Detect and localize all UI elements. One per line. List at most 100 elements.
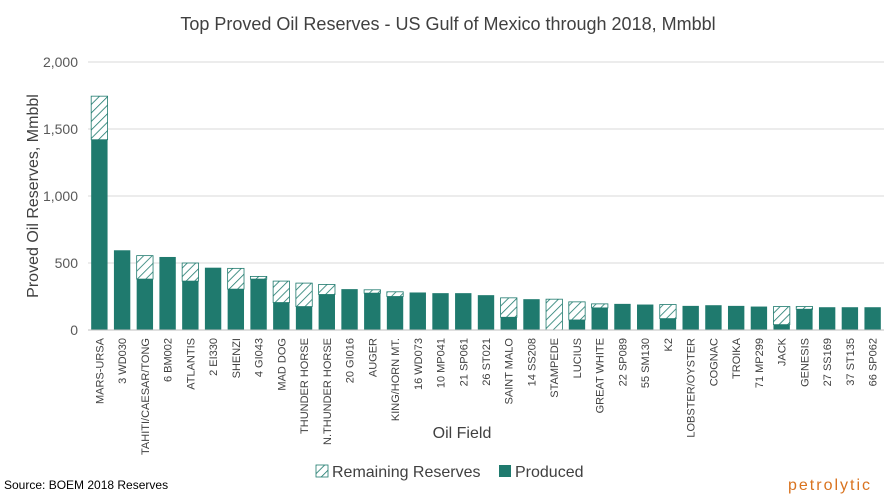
bar-produced xyxy=(614,303,631,330)
x-tick-label: KING/HORN MT. xyxy=(390,338,402,421)
bar-remaining xyxy=(773,306,791,326)
x-tick-label: JACK xyxy=(777,337,789,366)
x-tick-label: SHENZI xyxy=(231,338,243,378)
bar-produced xyxy=(182,281,199,330)
x-tick-label: 55 SM130 xyxy=(640,338,652,388)
bar-remaining xyxy=(249,275,268,280)
bar-remaining xyxy=(591,303,609,309)
bar-produced xyxy=(705,305,722,330)
bar-produced xyxy=(159,256,176,330)
y-tick-label: 2,000 xyxy=(43,54,78,70)
bar-produced xyxy=(386,296,404,330)
x-tick-label: 71 MP299 xyxy=(754,338,766,388)
x-tick-label: STAMPEDE xyxy=(549,338,561,398)
x-tick-label: 3 WD030 xyxy=(117,338,129,384)
bar-remaining xyxy=(386,291,404,297)
x-tick-label: 21 SP061 xyxy=(458,338,470,386)
bar-remaining xyxy=(295,282,313,307)
x-tick-label: AUGER xyxy=(367,338,379,377)
x-tick-label: MAD DOG xyxy=(276,338,288,391)
x-tick-label: MARS-URSA xyxy=(94,337,106,404)
bar-remaining xyxy=(545,298,563,331)
x-tick-label: TROIKA xyxy=(731,337,743,379)
brand-logo: petrolytic xyxy=(788,477,873,494)
bar-remaining xyxy=(272,280,290,303)
x-tick-label: 20 GI016 xyxy=(345,338,357,383)
bar-produced xyxy=(227,289,245,330)
x-tick-label: ATLANTIS xyxy=(185,338,197,390)
x-tick-label: 10 MP041 xyxy=(436,338,448,388)
y-tick-label: 500 xyxy=(55,255,79,271)
y-tick-label: 1,500 xyxy=(43,121,78,137)
x-tick-label: 22 SP089 xyxy=(617,338,629,386)
x-tick-label: TAHITI/CAESAR/TONG xyxy=(140,338,152,455)
x-tick-label: 66 SP062 xyxy=(868,338,880,386)
legend-label-produced: Produced xyxy=(515,464,584,481)
bar-produced xyxy=(864,307,881,330)
bar-produced xyxy=(841,307,859,330)
bar-produced xyxy=(455,293,472,330)
bar-produced xyxy=(659,318,677,330)
bar-produced xyxy=(113,250,131,330)
bar-remaining xyxy=(136,255,154,280)
bar-produced xyxy=(136,279,154,330)
bar-produced xyxy=(409,292,426,330)
source-note: Source: BOEM 2018 Reserves xyxy=(4,478,169,492)
x-axis-ticks: MARS-URSA 3 WD030 TAHITI/CAESAR/TONG 6 BM00… xyxy=(94,337,879,455)
legend-label-remaining: Remaining Reserves xyxy=(332,464,481,481)
bar-produced xyxy=(818,307,836,330)
bar-produced xyxy=(568,319,586,330)
x-tick-label: 37 ST135 xyxy=(845,338,857,386)
x-tick-label: GENESIS xyxy=(799,338,811,387)
x-axis-label: Oil Field xyxy=(433,425,492,442)
bar-produced xyxy=(591,307,608,330)
bar-remaining xyxy=(363,289,381,294)
y-axis-label: Proved Oil Reserves, Mmbbl xyxy=(25,94,42,298)
chart-title: Top Proved Oil Reserves - US Gulf of Mex… xyxy=(180,14,715,34)
bar-produced xyxy=(727,305,745,330)
bar-produced xyxy=(750,306,768,330)
bar-produced xyxy=(91,139,108,330)
bar-produced xyxy=(364,293,381,330)
x-tick-label: 4 GI043 xyxy=(254,338,266,377)
bar-remaining xyxy=(318,284,336,295)
x-tick-label: 16 WD073 xyxy=(413,338,425,390)
bar-produced xyxy=(682,305,699,330)
bar-produced xyxy=(523,299,540,330)
x-tick-label: 6 BM002 xyxy=(163,338,175,382)
x-tick-label: GREAT WHITE xyxy=(595,338,607,413)
bar-remaining xyxy=(659,304,677,320)
legend-swatch-produced xyxy=(499,465,511,477)
x-tick-label: 26 ST021 xyxy=(481,338,493,386)
bar-produced xyxy=(796,309,813,330)
x-tick-label: K2 xyxy=(663,338,675,351)
y-axis-ticks: 0 500 1,000 1,500 2,000 xyxy=(43,54,78,338)
bar-remaining xyxy=(795,306,813,310)
bar-remaining xyxy=(181,262,199,282)
bar-produced xyxy=(318,294,335,330)
bar-produced xyxy=(477,295,495,330)
y-tick-label: 1,000 xyxy=(43,188,78,204)
bar-produced xyxy=(295,306,313,330)
x-tick-label: 14 SS208 xyxy=(526,338,538,386)
bar-remaining xyxy=(90,95,108,141)
bar-remaining xyxy=(568,301,586,321)
bar-produced xyxy=(273,302,290,330)
x-tick-label: 27 SS169 xyxy=(822,338,834,386)
bar-produced xyxy=(500,317,517,330)
y-tick-label: 0 xyxy=(70,322,78,338)
gridlines xyxy=(88,61,884,264)
x-tick-label: THUNDER HORSE xyxy=(299,338,311,434)
bar-produced xyxy=(341,289,358,330)
bar-produced xyxy=(250,279,267,330)
legend: Remaining Reserves Produced xyxy=(315,464,584,481)
x-tick-label: COGNAC xyxy=(708,338,720,386)
bar-produced xyxy=(773,324,790,330)
x-tick-label: N.THUNDER HORSE xyxy=(322,338,334,445)
bar-produced xyxy=(204,267,222,330)
x-tick-label: LUCIUS xyxy=(572,338,584,378)
bar-remaining xyxy=(500,297,518,318)
bar-produced xyxy=(432,293,449,330)
